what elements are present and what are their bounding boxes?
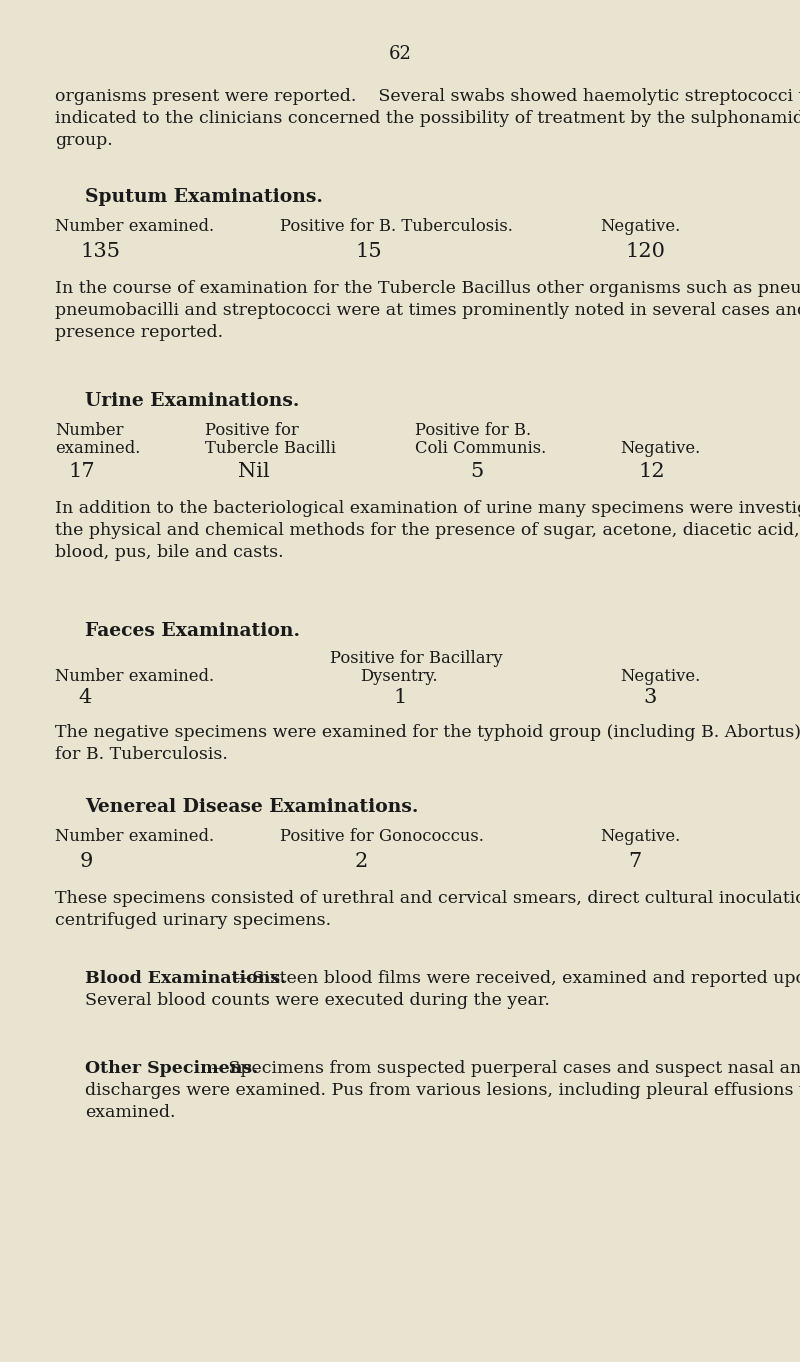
Text: Negative.: Negative.	[600, 218, 680, 236]
Text: presence reported.: presence reported.	[55, 324, 223, 340]
Text: 9: 9	[80, 853, 94, 872]
Text: 12: 12	[638, 462, 665, 481]
Text: Positive for B.: Positive for B.	[415, 422, 531, 439]
Text: These specimens consisted of urethral and cervical smears, direct cultural inocu: These specimens consisted of urethral an…	[55, 889, 800, 907]
Text: the physical and chemical methods for the presence of sugar, acetone, diacetic a: the physical and chemical methods for th…	[55, 522, 800, 539]
Text: 3: 3	[643, 688, 656, 707]
Text: Tubercle Bacilli: Tubercle Bacilli	[205, 440, 336, 458]
Text: Positive for B. Tuberculosis.: Positive for B. Tuberculosis.	[280, 218, 513, 236]
Text: group.: group.	[55, 132, 113, 148]
Text: The negative specimens were examined for the typhoid group (including B. Abortus: The negative specimens were examined for…	[55, 725, 800, 741]
Text: Sputum Examinations.: Sputum Examinations.	[85, 188, 323, 206]
Text: 5: 5	[470, 462, 483, 481]
Text: for B. Tuberculosis.: for B. Tuberculosis.	[55, 746, 228, 763]
Text: Number: Number	[55, 422, 123, 439]
Text: Positive for Bacillary: Positive for Bacillary	[330, 650, 502, 667]
Text: examined.: examined.	[85, 1105, 175, 1121]
Text: Positive for: Positive for	[205, 422, 298, 439]
Text: Number examined.: Number examined.	[55, 828, 214, 844]
Text: 2: 2	[355, 853, 368, 872]
Text: 120: 120	[625, 242, 665, 262]
Text: 15: 15	[355, 242, 382, 262]
Text: Other Specimens.: Other Specimens.	[85, 1060, 258, 1077]
Text: Negative.: Negative.	[620, 667, 700, 685]
Text: 62: 62	[389, 45, 411, 63]
Text: Dysentry.: Dysentry.	[360, 667, 438, 685]
Text: Coli Communis.: Coli Communis.	[415, 440, 546, 458]
Text: Several blood counts were executed during the year.: Several blood counts were executed durin…	[85, 992, 550, 1009]
Text: Number examined.: Number examined.	[55, 667, 214, 685]
Text: pneumobacilli and streptococci were at times prominently noted in several cases : pneumobacilli and streptococci were at t…	[55, 302, 800, 319]
Text: Nil: Nil	[238, 462, 270, 481]
Text: 1: 1	[393, 688, 406, 707]
Text: —Sixteen blood films were received, examined and reported upon.: —Sixteen blood films were received, exam…	[234, 970, 800, 987]
Text: Negative.: Negative.	[600, 828, 680, 844]
Text: 4: 4	[78, 688, 91, 707]
Text: Positive for Gonococcus.: Positive for Gonococcus.	[280, 828, 484, 844]
Text: In addition to the bacteriological examination of urine many specimens were inve: In addition to the bacteriological exami…	[55, 500, 800, 518]
Text: Faeces Examination.: Faeces Examination.	[85, 622, 300, 640]
Text: discharges were examined. Pus from various lesions, including pleural effusions : discharges were examined. Pus from vario…	[85, 1081, 800, 1099]
Text: indicated to the clinicians concerned the possibility of treatment by the sulpho: indicated to the clinicians concerned th…	[55, 110, 800, 127]
Text: Negative.: Negative.	[620, 440, 700, 458]
Text: blood, pus, bile and casts.: blood, pus, bile and casts.	[55, 543, 284, 561]
Text: Urine Examinations.: Urine Examinations.	[85, 392, 299, 410]
Text: examined.: examined.	[55, 440, 140, 458]
Text: 7: 7	[628, 853, 642, 872]
Text: In the course of examination for the Tubercle Bacillus other organisms such as p: In the course of examination for the Tub…	[55, 281, 800, 297]
Text: centrifuged urinary specimens.: centrifuged urinary specimens.	[55, 913, 331, 929]
Text: Venereal Disease Examinations.: Venereal Disease Examinations.	[85, 798, 418, 816]
Text: 135: 135	[80, 242, 120, 262]
Text: Number examined.: Number examined.	[55, 218, 214, 236]
Text: —Specimens from suspected puerperal cases and suspect nasal and aural: —Specimens from suspected puerperal case…	[211, 1060, 800, 1077]
Text: 17: 17	[68, 462, 94, 481]
Text: organisms present were reported.    Several swabs showed haemolytic streptococci: organisms present were reported. Several…	[55, 89, 800, 105]
Text: Blood Examinations.: Blood Examinations.	[85, 970, 286, 987]
